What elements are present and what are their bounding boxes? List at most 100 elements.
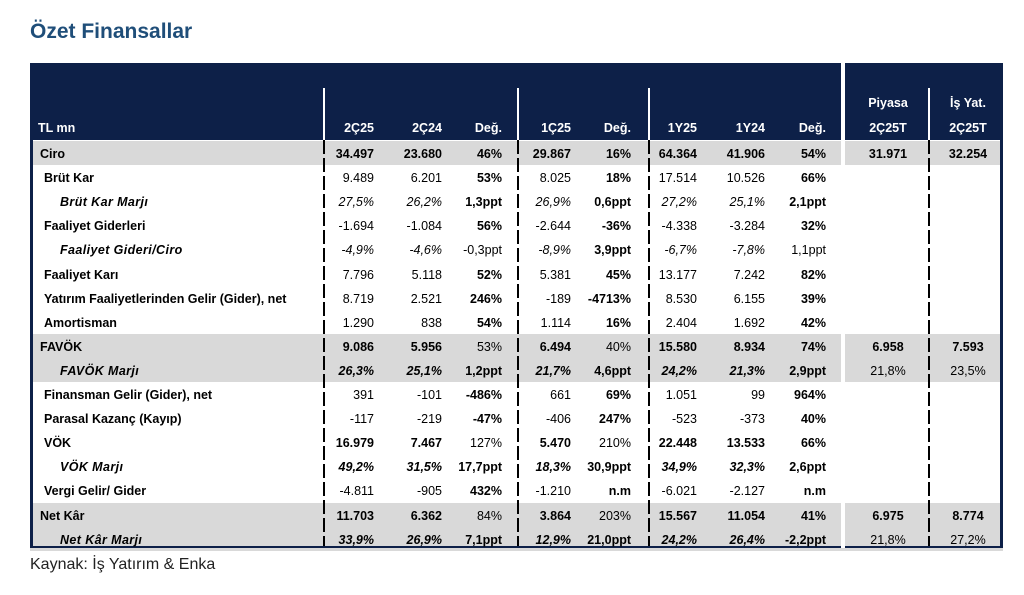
table-cell: 1,2ppt [465,363,502,378]
table-cell: -2.127 [729,484,765,499]
column-separator [648,140,650,546]
table-border-left [30,140,33,548]
row-label: Vergi Gelir/ Gider [44,484,147,499]
table-row: Faaliyet Karı 7.796 5.118 52% 5.381 45% 13.177… [30,263,1003,287]
table-cell: 2,9ppt [789,363,826,378]
row-label: Brüt Kar Marjı [60,195,149,210]
table-cell: 8.025 [539,171,571,186]
column-header: 1Ç25 [541,121,571,135]
table-cell: 12,9% [535,532,571,547]
table-cell: 210% [599,436,631,451]
table-cell: 2,1ppt [789,195,826,210]
table-cell: 30,9ppt [587,460,631,475]
table-row: Brüt Kar 9.489 6.201 53% 8.025 18% 17.514 10.52… [30,166,1003,190]
table-cell: -1.694 [338,219,374,234]
column-header: 2Ç25 [344,121,374,135]
table-cell: -523 [671,412,697,427]
table-cell: 24,2% [661,532,697,547]
row-label: FAVÖK Marjı [60,363,140,378]
column-separator [323,140,325,546]
table-cell: 26,3% [338,363,374,378]
table-cell: 82% [800,267,826,282]
table-cell: 6.201 [410,171,442,186]
table-cell: 8.530 [665,291,697,306]
table-cell: -373 [739,412,765,427]
table-cell: 40% [605,339,631,354]
table-cell: -2.644 [535,219,571,234]
row-label: Faaliyet Gideri/Ciro [60,243,183,258]
table-cell: -406 [545,412,571,427]
table-border-bottom [30,546,1003,548]
table-cell: 22.448 [658,436,697,451]
table-cell: 3.864 [539,508,571,523]
table-cell: -219 [416,412,442,427]
table-cell: 203% [599,508,631,523]
table-cell: 46% [476,147,502,161]
table-cell: 10.526 [726,171,765,186]
column-header: Değ. [603,121,631,135]
unit-label: TL mn [38,121,76,135]
table-cell: 1,3ppt [465,195,502,210]
table-cell: 42% [800,315,826,330]
header-separator [648,88,650,140]
table-cell: 33,9% [338,532,374,547]
table-cell: 7.796 [342,267,374,282]
table-cell: 15.567 [658,508,697,523]
table-border-right [1000,140,1003,548]
column-gap [841,63,845,548]
table-cell: 661 [550,388,571,402]
table-cell: 9.086 [342,339,374,354]
table-cell: 21,3% [729,363,765,378]
table-cell: -0,3ppt [463,243,502,258]
table-cell: 29.867 [532,147,571,161]
column-header: Değ. [798,121,826,135]
table-cell: 17,7ppt [458,460,502,475]
highlight-band [30,357,1003,382]
side-table-cell: 31.971 [868,147,908,161]
table-cell: -6.021 [661,484,697,499]
table-cell: -36% [601,219,631,234]
table-cell: 31,5% [406,460,442,475]
side-table-cell: 6.975 [872,508,904,523]
table-cell: 391 [353,388,374,402]
table-cell: -486% [465,388,502,402]
table-row: Net Kâr 11.703 6.362 84% 3.864 203% 15.567 11.0… [30,504,1003,528]
table-cell: 66% [800,171,826,186]
table-cell: 7,1ppt [465,532,502,547]
column-header: Değ. [474,121,502,135]
table-cell: 7.242 [733,267,765,282]
table-cell: 8.934 [733,339,765,354]
table-cell: -47% [472,412,502,427]
side-column-header: 2Ç25T [869,121,907,135]
table-cell: 17.514 [658,171,697,186]
table-cell: 27,5% [338,195,374,210]
row-label: Parasal Kazanç (Kayıp) [44,412,182,427]
row-label: Faaliyet Karı [44,267,119,282]
table-cell: 1.114 [540,315,571,330]
table-cell: 25,1% [406,363,442,378]
header-separator [323,88,325,140]
table-cell: -2,2ppt [785,532,826,547]
row-label: Net Kâr Marjı [60,532,143,547]
table-cell: 53% [476,171,502,186]
table-cell: -4713% [587,291,631,306]
table-cell: 11.703 [336,508,374,523]
table-cell: -3.284 [729,219,765,234]
table-cell: 16% [605,315,631,330]
side-table-cell: 8.774 [952,508,984,523]
table-cell: -4,9% [341,243,374,258]
table-cell: n.m [608,484,631,499]
table-cell: 53% [476,339,502,354]
table-cell: 40% [800,412,826,427]
table-cell: 69% [605,388,631,402]
table-cell: -1.210 [535,484,571,499]
header-separator [517,88,519,140]
table-cell: -7,8% [732,243,765,258]
table-row: VÖK 16.979 7.467 127% 5.470 210% 22.448 13.533 6… [30,431,1003,455]
table-cell: n.m [803,484,826,499]
page-title: Özet Finansallar [30,20,193,43]
column-header: 2Ç24 [412,121,442,135]
column-header: 1Y24 [735,121,765,135]
side-table-cell: 7.593 [952,339,984,354]
financial-summary-table: TL mn 2Ç25 2Ç24 Değ. 1Ç25 Değ. 1Y25 1Y24 Değ. Pi… [30,63,1003,551]
